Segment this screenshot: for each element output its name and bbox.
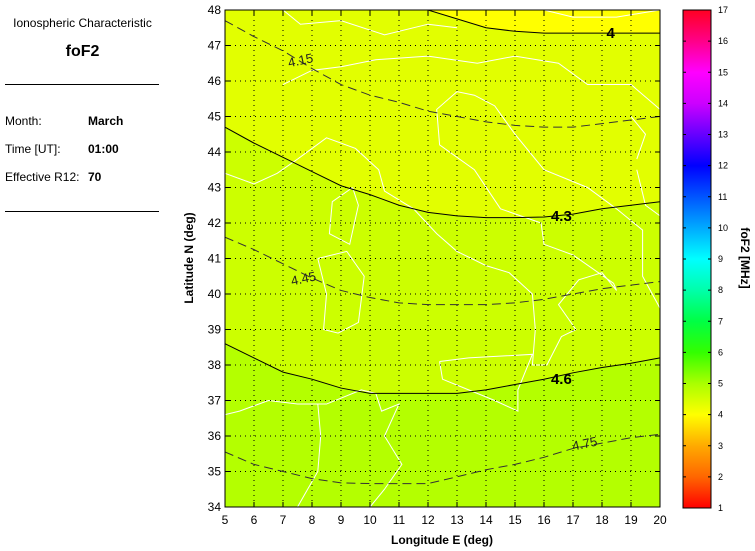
coastline (282, 55, 660, 110)
x-tick-label: 16 (537, 513, 551, 527)
y-tick-label: 39 (208, 323, 222, 337)
colorbar-tick-label: 14 (718, 98, 728, 108)
y-tick-label: 41 (208, 252, 222, 266)
contour-label: 4.45 (289, 269, 317, 289)
x-tick-label: 15 (508, 513, 522, 527)
y-tick-label: 36 (208, 429, 222, 443)
r12-label: Effective R12: (5, 170, 80, 184)
colorbar-tick-label: 17 (718, 5, 728, 15)
contour-label: 4.6 (551, 371, 572, 388)
x-tick-label: 13 (450, 513, 464, 527)
colorbar-tick-label: 16 (718, 36, 728, 46)
x-tick-label: 19 (624, 513, 638, 527)
contour-line (225, 343, 660, 394)
filled-bands (225, 10, 660, 507)
x-tick-label: 5 (222, 513, 229, 527)
contour-line (427, 10, 660, 34)
colorbar-tick-label: 10 (718, 223, 728, 233)
colorbar-tick-label: 2 (718, 472, 723, 482)
colorbar-tick-label: 8 (718, 285, 723, 295)
contour-label: 4.3 (551, 208, 572, 225)
x-tick-label: 20 (653, 513, 667, 527)
y-tick-label: 37 (208, 394, 222, 408)
contour-line (225, 236, 660, 306)
colorbar-tick-label: 5 (718, 379, 723, 389)
coastline (297, 404, 322, 507)
time-label: Time [UT]: (5, 142, 61, 156)
coastline (543, 10, 660, 18)
contour-label: 4.15 (287, 50, 315, 70)
divider (5, 211, 159, 212)
contour-line (225, 126, 660, 219)
characteristic-name: foF2 (65, 43, 100, 60)
contour-line (225, 433, 660, 485)
x-tick-label: 6 (251, 513, 258, 527)
y-tick-label: 45 (208, 110, 222, 124)
coastline (328, 187, 359, 246)
y-tick-label: 40 (208, 287, 222, 301)
x-tick-label: 17 (566, 513, 580, 527)
panel-heading: Ionospheric Characteristic (13, 16, 152, 30)
y-tick-label: 47 (208, 39, 222, 53)
y-tick-label: 34 (208, 500, 222, 514)
colorbar-tick-label: 7 (718, 316, 723, 326)
x-tick-label: 10 (363, 513, 377, 527)
contour-label: 4 (607, 25, 616, 42)
y-tick-label: 44 (208, 145, 222, 159)
y-tick-label: 42 (208, 216, 222, 230)
y-tick-label: 46 (208, 74, 222, 88)
colorbar-tick-label: 9 (718, 254, 723, 264)
contour-label: 4.75 (571, 434, 599, 454)
time-value: 01:00 (88, 142, 119, 156)
colorbar-tick-label: 6 (718, 347, 723, 357)
colorbar-tick-label: 15 (718, 67, 728, 77)
y-axis-label: Latitude N (deg) (182, 212, 196, 303)
coastline (636, 169, 660, 217)
colorbar-label: foF2 [MHz] (738, 227, 752, 288)
x-tick-label: 9 (338, 513, 345, 527)
month-label: Month: (5, 114, 42, 128)
y-tick-label: 43 (208, 181, 222, 195)
colorbar-tick-label: 3 (718, 441, 723, 451)
x-axis-label: Longitude E (deg) (391, 533, 493, 547)
contour-lines (225, 10, 660, 485)
y-tick-label: 38 (208, 358, 222, 372)
coastline (317, 250, 365, 334)
colorbar-tick-label: 4 (718, 410, 723, 420)
colorbar-tick-label: 1 (718, 503, 723, 513)
x-tick-label: 14 (479, 513, 493, 527)
divider (5, 84, 159, 85)
colorbar-tick-label: 13 (718, 130, 728, 140)
contour-labels: 4 4.15 4.3 4.45 4.6 4.75 (287, 25, 616, 453)
y-tick-label: 48 (208, 3, 222, 17)
coastline (225, 91, 660, 366)
x-tick-label: 12 (421, 513, 435, 527)
y-tick-label: 35 (208, 465, 222, 479)
x-tick-label: 8 (309, 513, 316, 527)
x-tick-label: 7 (280, 513, 287, 527)
colorbar-scale (682, 9, 712, 509)
month-value: March (88, 114, 124, 128)
x-tick-label: 18 (595, 513, 609, 527)
coastline (282, 10, 458, 36)
x-tick-label: 11 (393, 513, 406, 527)
r12-value: 70 (88, 170, 102, 184)
colorbar-tick-label: 12 (718, 161, 728, 171)
coastline (630, 116, 647, 160)
coastline (439, 353, 534, 412)
contour-line (225, 20, 660, 128)
colorbar-tick-label: 11 (718, 192, 727, 202)
axes: 5 6 7 8 9 10 11 12 13 14 15 16 17 18 19 20 34 35 36 37 38 39 4… (208, 3, 667, 527)
